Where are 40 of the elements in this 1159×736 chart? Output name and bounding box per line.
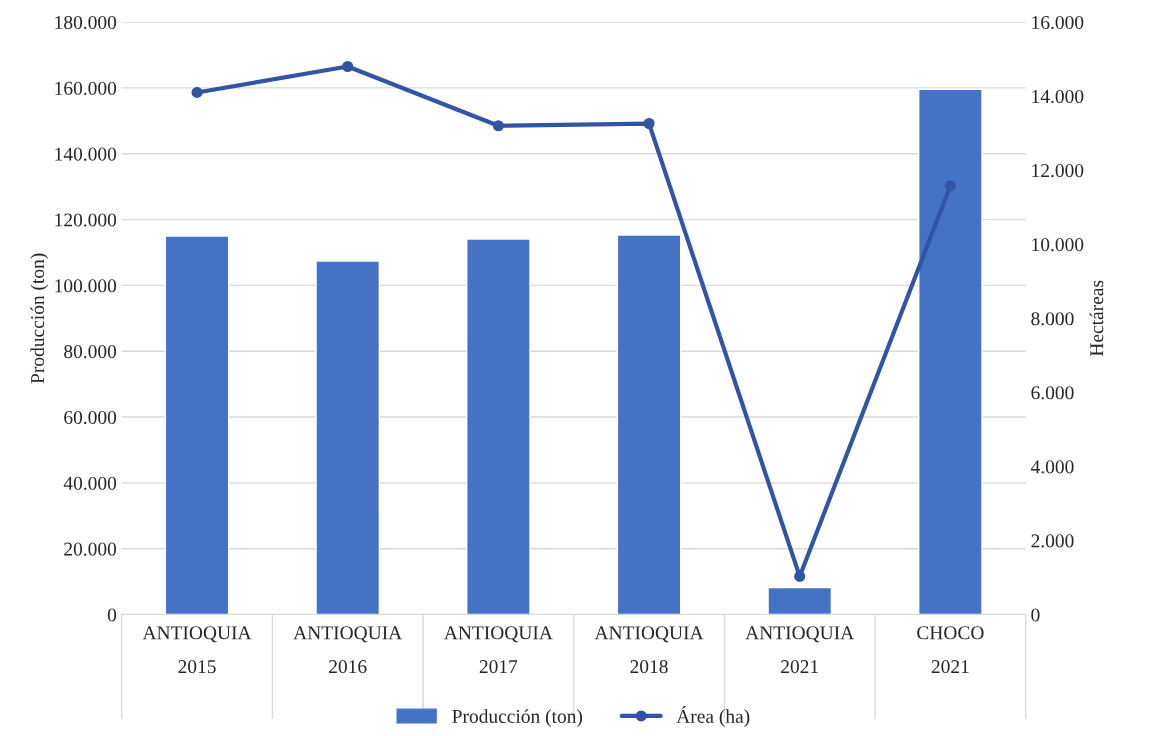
x-tick-label: CHOCO 2021 xyxy=(917,626,984,674)
point xyxy=(944,180,956,192)
y2-tick-label: 14.000 xyxy=(1032,89,1084,104)
y-tick-label: 180.000 xyxy=(55,15,117,30)
y-tick-label: 60.000 xyxy=(64,410,117,425)
y2-tick-label: 16.000 xyxy=(1032,15,1084,30)
y2-tick-label: 4.000 xyxy=(1030,460,1074,474)
legend-label: Producción (ton) xyxy=(452,709,583,727)
y2-tick-label: 0 xyxy=(1031,608,1040,622)
legend-label: Área (ha) xyxy=(676,706,750,727)
bar xyxy=(164,235,230,615)
point xyxy=(191,86,203,98)
y2-tick-label: 8.000 xyxy=(1031,312,1074,326)
bar xyxy=(616,234,682,615)
y2-tick-label: 10.000 xyxy=(1032,238,1084,252)
bar xyxy=(918,88,983,615)
y-tick-label: 140.000 xyxy=(55,147,117,161)
y-tick-label: 120.000 xyxy=(55,213,117,227)
y-tick-label: 0 xyxy=(107,608,117,622)
point xyxy=(643,117,655,130)
y2-tick-label: 6.000 xyxy=(1031,386,1074,400)
bar xyxy=(315,260,381,615)
y2-tick-label: 2.000 xyxy=(1031,534,1074,548)
bar xyxy=(767,586,833,615)
x-tick-label: ANTIOQUIA 2021 xyxy=(745,626,855,674)
x-tick-label: ANTIOQUIA 2017 xyxy=(444,626,553,674)
point xyxy=(342,60,354,73)
x-tick-label: ANTIOQUIA 2016 xyxy=(293,626,403,674)
y-tick-label: 100.000 xyxy=(55,279,117,293)
y-tick-label: 40.000 xyxy=(63,476,117,490)
x-tick-label: ANTIOQUIA 2015 xyxy=(142,626,252,674)
bar xyxy=(466,238,531,615)
y2-axis-title: Hectáreas xyxy=(1089,280,1104,357)
y-tick-label: 160.000 xyxy=(55,81,117,95)
y-tick-label: 80.000 xyxy=(64,345,117,359)
point xyxy=(492,120,504,132)
y2-tick-label: 12.000 xyxy=(1032,164,1084,178)
y-tick-label: 20.000 xyxy=(64,542,117,556)
y-axis-title: Producción (ton) xyxy=(30,253,49,384)
x-tick-label: ANTIOQUIA 2018 xyxy=(594,626,704,674)
